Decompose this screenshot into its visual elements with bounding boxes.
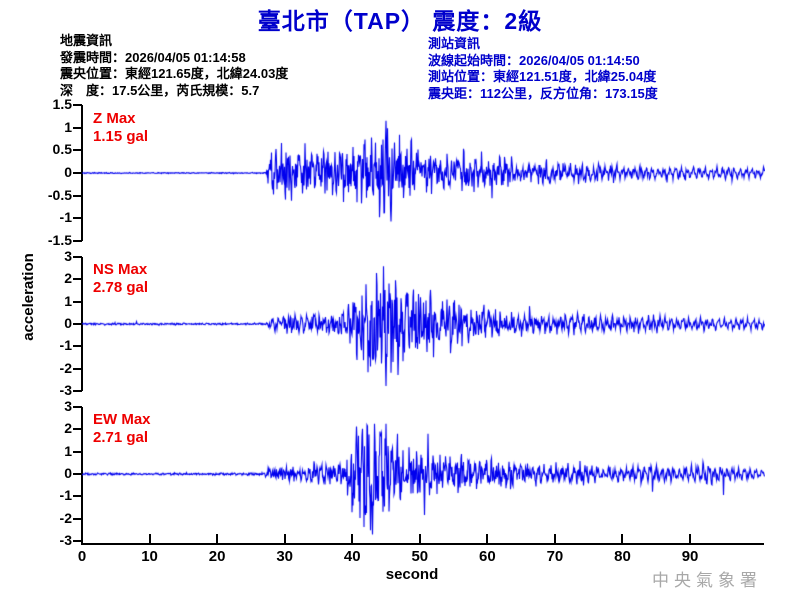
waveform-ns — [82, 257, 765, 391]
origin-time: 發震時間：2026/04/05 01:14:58 — [60, 49, 246, 65]
earthquake-info-heading: 地震資訊 — [60, 33, 113, 48]
y-tick-label: -2 — [59, 509, 72, 526]
x-tick — [689, 534, 692, 543]
y-tick-label: -1 — [59, 209, 72, 226]
y-tick — [73, 217, 82, 220]
y-tick — [73, 517, 82, 520]
x-tick — [351, 534, 354, 543]
y-tick-label: 1 — [64, 292, 72, 309]
waveform-z — [82, 105, 765, 241]
x-tick-label: 50 — [411, 548, 429, 565]
station-info-block: 測站資訊 波線起始時間：2026/04/05 01:14:50 測站位置：東經1… — [428, 36, 658, 102]
y-tick-label: -0.5 — [47, 186, 72, 203]
wave-start-time: 波線起始時間：2026/04/05 01:14:50 — [428, 52, 640, 68]
y-tick — [73, 390, 82, 392]
y-tick — [73, 345, 82, 348]
earthquake-info-block: 地震資訊 發震時間：2026/04/05 01:14:58 震央位置：東經121… — [60, 33, 288, 99]
y-tick-label: 2 — [64, 420, 72, 437]
x-tick-label: 0 — [77, 548, 87, 565]
epicentral-distance-azimuth: 震央距：112公里，反方位角：173.15度 — [428, 85, 658, 101]
x-tick — [621, 534, 624, 543]
y-tick-label: 3 — [64, 398, 72, 414]
x-tick-label: 60 — [479, 548, 496, 565]
y-tick — [73, 149, 82, 152]
y-tick — [73, 126, 82, 129]
y-tick-label: 0 — [64, 315, 72, 331]
epicenter-location: 震央位置：東經121.65度，北緯24.03度 — [60, 66, 289, 81]
y-tick — [73, 428, 82, 431]
station-location: 測站位置：東經121.51度，北緯25.04度 — [428, 69, 657, 84]
y-tick-label: 2 — [64, 270, 72, 287]
x-tick — [81, 534, 83, 543]
y-tick-label: 3 — [64, 248, 72, 264]
agency-watermark: 中央氣象署 — [652, 571, 762, 590]
y-tick — [73, 194, 82, 197]
x-tick-label: 70 — [546, 548, 564, 565]
x-axis-title: second — [385, 566, 439, 583]
x-tick — [148, 534, 151, 543]
x-tick-label: 30 — [276, 548, 294, 565]
y-tick — [73, 240, 82, 242]
y-tick-label: -1 — [59, 487, 72, 504]
y-tick-label: 0.5 — [52, 141, 72, 158]
y-tick-label: 1.5 — [52, 96, 72, 112]
x-tick — [553, 534, 556, 543]
depth-magnitude: 深 度：17.5公里，芮氏規模：5.7 — [60, 82, 260, 98]
y-tick-label: -1.5 — [47, 232, 72, 248]
y-tick-label: 1 — [64, 118, 72, 135]
y-tick — [73, 406, 82, 408]
x-tick-label: 80 — [614, 548, 631, 565]
y-tick — [73, 300, 82, 303]
y-tick-label: 0 — [64, 465, 72, 481]
y-tick-label: -3 — [59, 532, 72, 548]
x-tick-label: 40 — [343, 548, 361, 565]
x-tick-label: 10 — [141, 548, 158, 565]
y-tick-label: -2 — [59, 359, 72, 376]
x-tick — [283, 534, 286, 543]
x-axis-line — [81, 543, 764, 545]
page-title: 臺北市（TAP） 震度：2級 — [257, 8, 543, 34]
y-tick — [73, 495, 82, 498]
y-tick-label: 0 — [64, 164, 72, 180]
x-tick — [418, 534, 421, 543]
station-info-heading: 測站資訊 — [428, 36, 481, 51]
y-tick — [73, 540, 82, 542]
x-tick — [486, 534, 489, 543]
waveform-ew — [82, 407, 765, 541]
y-tick — [73, 323, 82, 325]
y-tick — [73, 104, 82, 106]
y-tick-label: -3 — [59, 382, 72, 398]
x-tick-label: 20 — [208, 548, 226, 565]
y-tick — [73, 367, 82, 370]
y-tick-label: 1 — [64, 442, 72, 459]
y-tick — [73, 450, 82, 453]
y-tick — [73, 256, 82, 258]
x-tick — [216, 534, 219, 543]
x-tick-label: 90 — [681, 548, 699, 565]
y-tick — [73, 473, 82, 475]
y-tick — [73, 278, 82, 281]
y-tick-label: -1 — [59, 337, 72, 354]
y-tick — [73, 172, 82, 174]
